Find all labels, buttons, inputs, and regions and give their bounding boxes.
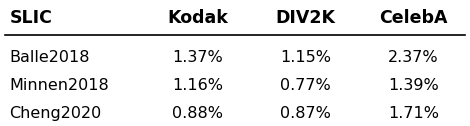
Text: 0.77%: 0.77% [280,78,331,93]
Text: 0.88%: 0.88% [172,106,223,121]
Text: 2.37%: 2.37% [388,50,439,66]
Text: 1.15%: 1.15% [280,50,331,66]
Text: Minnen2018: Minnen2018 [9,78,109,93]
Text: 1.71%: 1.71% [388,106,439,121]
Text: 1.37%: 1.37% [172,50,223,66]
Text: Cheng2020: Cheng2020 [9,106,102,121]
Text: 1.16%: 1.16% [172,78,223,93]
Text: DIV2K: DIV2K [275,9,336,27]
Text: Balle2018: Balle2018 [9,50,90,66]
Text: Kodak: Kodak [167,9,228,27]
Text: 1.39%: 1.39% [388,78,439,93]
Text: SLIC: SLIC [9,9,52,27]
Text: 0.87%: 0.87% [280,106,331,121]
Text: CelebA: CelebA [379,9,448,27]
